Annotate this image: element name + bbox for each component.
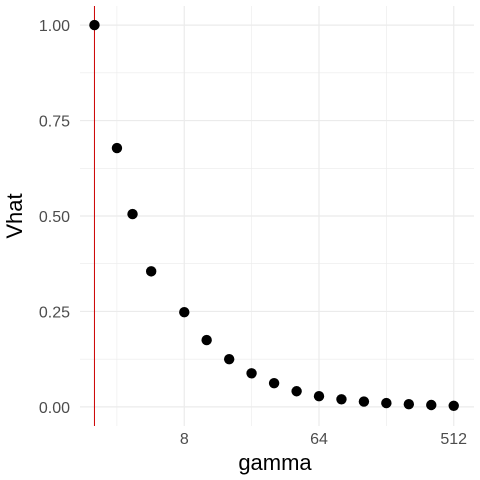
data-point bbox=[313, 391, 325, 402]
data-point bbox=[179, 307, 190, 318]
y-tick-label: 0.00 bbox=[39, 400, 70, 417]
data-point bbox=[145, 266, 157, 277]
y-tick-label: 0.75 bbox=[39, 114, 70, 131]
data-point bbox=[89, 19, 100, 31]
data-point bbox=[246, 368, 257, 379]
data-point bbox=[448, 400, 459, 411]
y-axis-title: Vhat bbox=[2, 193, 27, 238]
data-point bbox=[336, 394, 347, 405]
data-point bbox=[381, 397, 392, 409]
y-tick-label: 0.50 bbox=[39, 209, 70, 226]
y-axis-ticks: 0.00 0.25 0.50 0.75 1.00 bbox=[39, 18, 70, 417]
data-point bbox=[403, 399, 415, 410]
y-tick-label: 1.00 bbox=[39, 18, 70, 35]
x-tick-label: 512 bbox=[440, 431, 467, 448]
x-axis-ticks: 8 64 512 bbox=[180, 431, 467, 448]
data-point bbox=[358, 396, 370, 407]
y-tick-label: 0.25 bbox=[39, 304, 70, 321]
x-tick-label: 64 bbox=[310, 431, 328, 448]
grid-lines bbox=[80, 6, 474, 426]
data-point bbox=[268, 378, 280, 389]
x-axis-title: gamma bbox=[238, 450, 312, 475]
data-point bbox=[291, 386, 302, 397]
data-points bbox=[89, 19, 459, 411]
data-point bbox=[111, 142, 123, 154]
data-point bbox=[426, 399, 437, 411]
data-point bbox=[201, 334, 212, 346]
data-point bbox=[127, 208, 138, 220]
data-point bbox=[223, 353, 235, 365]
x-tick-label: 8 bbox=[180, 431, 189, 448]
